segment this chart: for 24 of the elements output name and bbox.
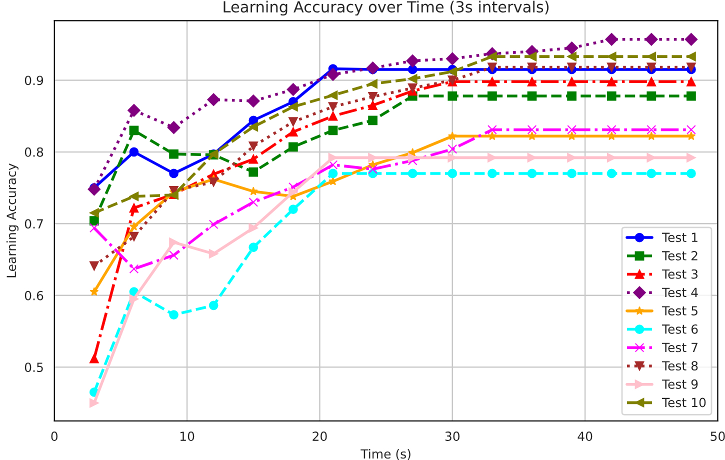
chart-title: Learning Accuracy over Time (3s intervals) xyxy=(224,0,549,16)
legend-label: Test 5 xyxy=(662,306,698,316)
y-tick-label: 0.5 xyxy=(24,362,43,372)
legend-label: Test 3 xyxy=(662,269,698,279)
y-tick-label: 0.8 xyxy=(24,147,44,157)
x-tick-label: 10 xyxy=(180,432,194,441)
x-axis-title: Time (s) xyxy=(360,448,410,460)
x-tick-label: 40 xyxy=(578,432,592,441)
y-tick-label: 0.7 xyxy=(24,219,43,229)
x-tick-label: 20 xyxy=(312,432,327,441)
legend-label: Test 2 xyxy=(662,250,698,260)
legend-label: Test 1 xyxy=(662,232,698,242)
legend-label: Test 4 xyxy=(662,288,698,298)
x-tick-label: 30 xyxy=(445,432,460,441)
legend-label: Test 8 xyxy=(662,361,698,371)
legend-label: Test 7 xyxy=(662,342,698,352)
x-tick-label: 0 xyxy=(51,432,58,441)
legend-label: Test 6 xyxy=(662,324,698,334)
legend-label: Test 10 xyxy=(662,398,706,408)
y-tick-label: 0.6 xyxy=(24,290,44,300)
y-axis-title: Learning Accuracy xyxy=(6,164,19,278)
y-tick-label: 0.9 xyxy=(24,76,44,86)
x-tick-label: 50 xyxy=(710,432,725,441)
legend-label: Test 9 xyxy=(662,379,698,389)
